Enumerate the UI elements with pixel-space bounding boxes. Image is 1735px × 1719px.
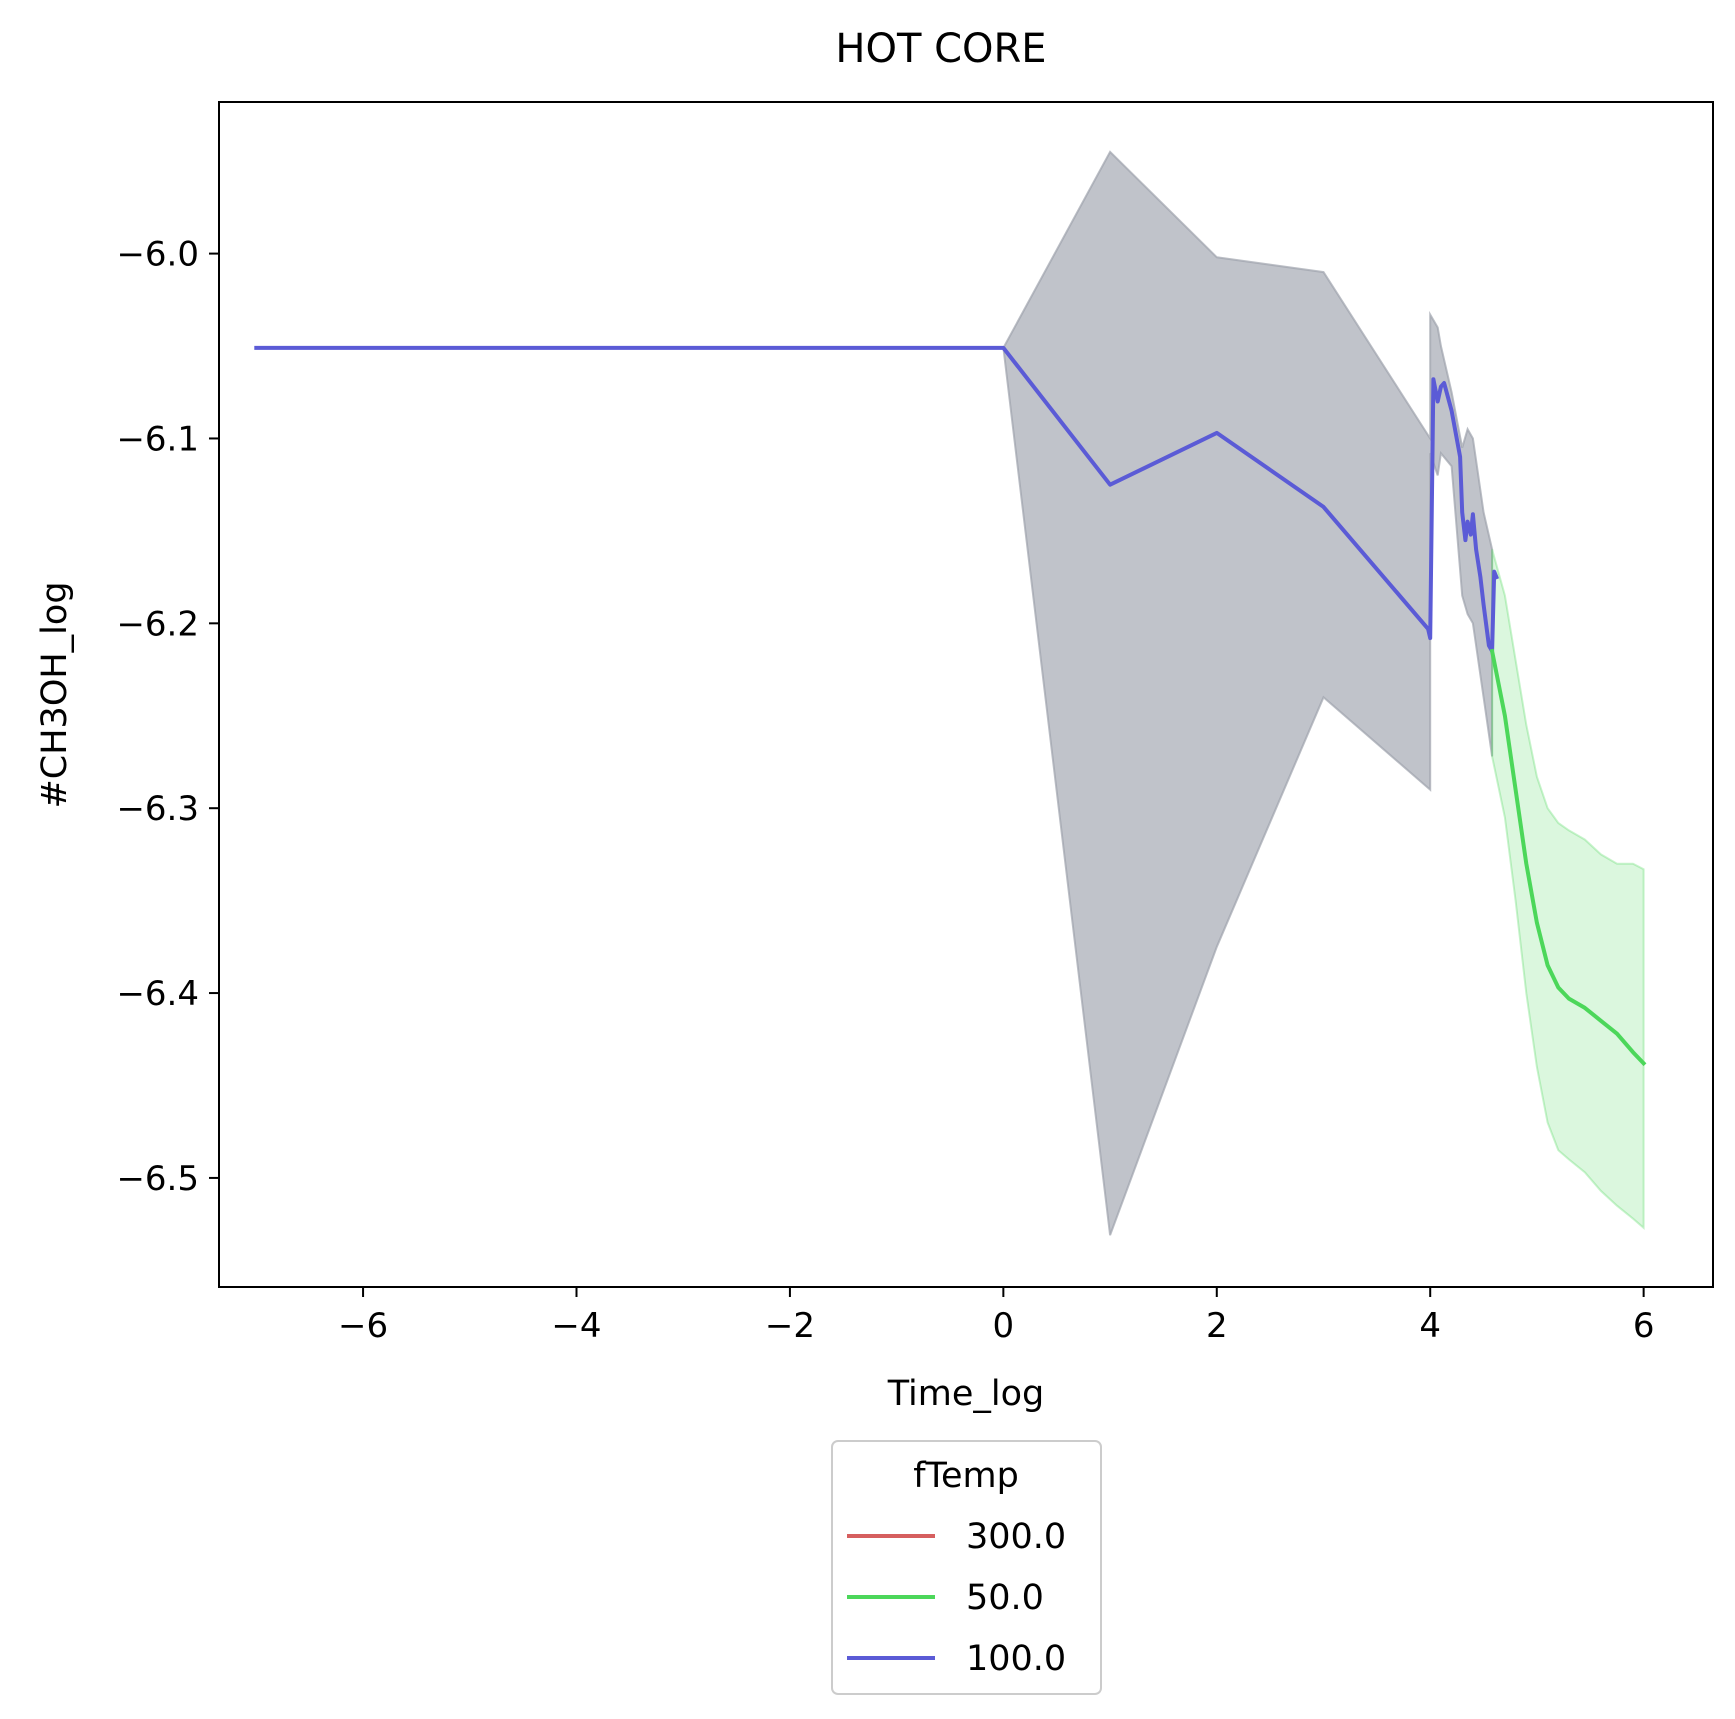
series-line-100.0 [254, 345, 1499, 654]
legend-entries: 300.0 50.0 100.0 [847, 1517, 1066, 1679]
confidence-band-50.0 [1491, 549, 1645, 1230]
y-axis-title: #CH3OH_log [35, 581, 75, 808]
legend-label-100.0: 100.0 [966, 1639, 1066, 1679]
x-tick-label: −4 [551, 1306, 601, 1346]
plot-area [254, 150, 1647, 1236]
plot-frame [218, 101, 1714, 1288]
y-tick-label: −6.2 [116, 604, 199, 644]
x-axis-ticks: −6 −4 −2 0 2 4 6 [338, 1287, 1654, 1346]
x-tick-label: 0 [993, 1306, 1015, 1346]
chart-title: HOT CORE [835, 26, 1046, 72]
y-tick-label: −6.0 [116, 235, 199, 275]
y-tick-label: −6.1 [116, 419, 199, 459]
x-axis-title: Time_log [887, 1374, 1045, 1414]
legend-label-50.0: 50.0 [966, 1578, 1044, 1618]
legend-label-300.0: 300.0 [966, 1517, 1066, 1557]
legend-box [831, 1440, 1102, 1695]
x-tick-label: −2 [765, 1306, 815, 1346]
x-tick-label: −6 [338, 1306, 388, 1346]
y-axis-ticks: −6.0 −6.1 −6.2 −6.3 −6.4 −6.5 [116, 235, 219, 1199]
y-tick-label: −6.4 [116, 974, 199, 1014]
legend-title: fTemp [913, 1456, 1019, 1496]
x-tick-label: 6 [1633, 1306, 1655, 1346]
x-tick-label: 4 [1419, 1306, 1441, 1346]
series-line-50.0 [1489, 648, 1647, 1067]
y-tick-label: −6.5 [116, 1159, 199, 1199]
series-lines [254, 345, 1647, 1067]
x-tick-label: 2 [1206, 1306, 1228, 1346]
legend: fTemp 300.0 50.0 100.0 [831, 1440, 1102, 1695]
y-tick-label: −6.3 [116, 789, 199, 829]
